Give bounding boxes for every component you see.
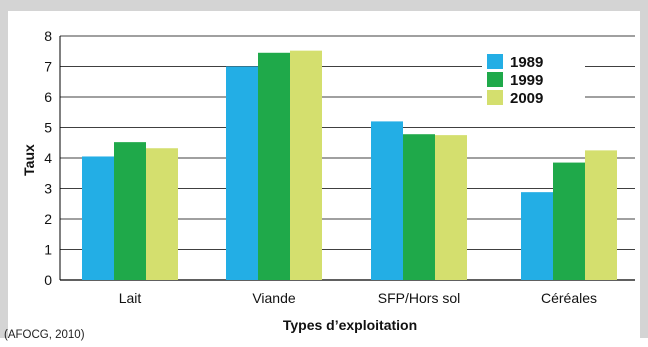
bar-2009-0 xyxy=(146,148,178,280)
bar-1989-3 xyxy=(521,192,553,280)
legend-label-1999: 1999 xyxy=(510,72,543,89)
x-tick-labels: Lait Viande SFP/Hors sol Céréales xyxy=(119,290,597,306)
source-note: (AFOCG, 2010) xyxy=(4,329,85,341)
legend-swatch-2009 xyxy=(487,90,503,105)
bar-1999-3 xyxy=(553,162,585,280)
y-tick-label: 3 xyxy=(44,181,52,197)
legend-swatch-1999 xyxy=(487,72,503,87)
y-tick-label: 5 xyxy=(44,120,52,136)
bar-1989-2 xyxy=(371,121,403,281)
x-tick-label: Lait xyxy=(119,290,142,306)
bar-1989-1 xyxy=(226,66,258,280)
legend-swatch-1989 xyxy=(487,54,503,69)
y-tick-label: 7 xyxy=(44,59,52,75)
x-tick-label: SFP/Hors sol xyxy=(378,290,460,306)
y-tick-label: 4 xyxy=(44,150,52,166)
x-tick-label: Viande xyxy=(252,290,296,306)
bar-1999-0 xyxy=(114,142,146,280)
frame-left-band xyxy=(0,0,8,338)
y-tick-labels: 0 1 2 3 4 5 6 7 8 xyxy=(44,28,52,288)
y-tick-label: 6 xyxy=(44,89,52,105)
frame-right-band xyxy=(640,0,648,338)
bar-1999-2 xyxy=(403,134,435,280)
bar-1999-1 xyxy=(258,52,290,281)
y-tick-label: 1 xyxy=(44,242,52,258)
bars xyxy=(82,50,617,281)
legend-label-1989: 1989 xyxy=(510,54,543,71)
bar-2009-2 xyxy=(435,135,467,280)
y-tick-label: 0 xyxy=(44,272,52,288)
frame-top-band xyxy=(0,0,648,11)
legend-label-2009: 2009 xyxy=(510,90,543,107)
bar-2009-1 xyxy=(290,50,322,280)
bar-2009-3 xyxy=(585,150,617,280)
y-tick-label: 8 xyxy=(44,28,52,44)
y-axis-label: Taux xyxy=(21,144,37,176)
x-tick-label: Céréales xyxy=(541,290,597,306)
x-axis-label: Types d’exploitation xyxy=(283,317,417,333)
bar-chart: 0 1 2 3 4 5 6 7 8 Lait Viande SFP/Hors sol Céréales… xyxy=(21,28,635,333)
y-tick-label: 2 xyxy=(44,211,52,227)
bar-1989-0 xyxy=(82,156,114,280)
